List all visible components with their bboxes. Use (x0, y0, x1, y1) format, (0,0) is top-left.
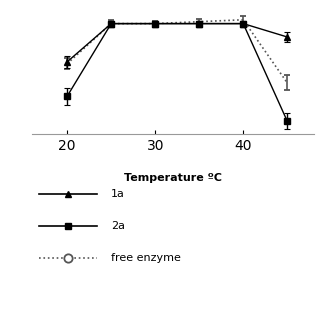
Text: free enzyme: free enzyme (111, 253, 181, 263)
Text: Temperature ºC: Temperature ºC (124, 173, 222, 183)
Text: 1a: 1a (111, 189, 125, 199)
Text: 2a: 2a (111, 221, 125, 231)
